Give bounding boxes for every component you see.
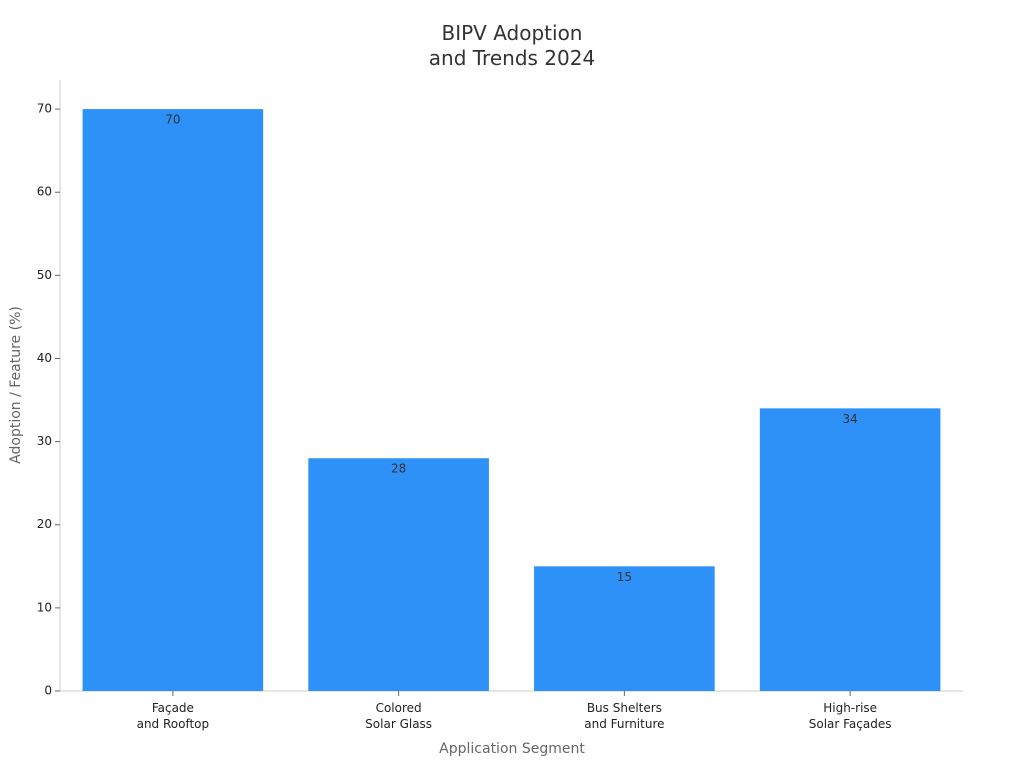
x-tick-label: Façade and Rooftop: [136, 701, 210, 731]
chart-title: BIPV Adoption and Trends 2024: [428, 21, 596, 70]
y-tick-label: 50: [37, 268, 52, 282]
y-tick-label: 0: [44, 684, 52, 698]
value-label: 28: [391, 462, 406, 476]
bar: [759, 408, 941, 691]
x-tick-label: Bus Shelters and Furniture: [584, 701, 665, 731]
x-tick-label: Colored Solar Glass: [365, 701, 433, 731]
value-label: 15: [617, 570, 632, 584]
x-tick-label: High-rise Solar Façades: [808, 701, 892, 731]
y-tick-label: 20: [37, 517, 52, 531]
x-axis-label: Application Segment: [439, 741, 585, 757]
value-label: 34: [842, 412, 857, 426]
y-axis-label: Adoption / Feature (%): [8, 306, 24, 464]
y-tick-label: 70: [37, 102, 52, 116]
y-tick-label: 10: [37, 600, 52, 614]
bar: [308, 458, 489, 691]
value-label: 70: [165, 113, 180, 127]
y-tick-label: 30: [37, 434, 52, 448]
y-tick-label: 60: [37, 185, 52, 199]
bar: [534, 566, 715, 691]
y-tick-label: 40: [37, 351, 52, 365]
bar: [82, 109, 264, 692]
